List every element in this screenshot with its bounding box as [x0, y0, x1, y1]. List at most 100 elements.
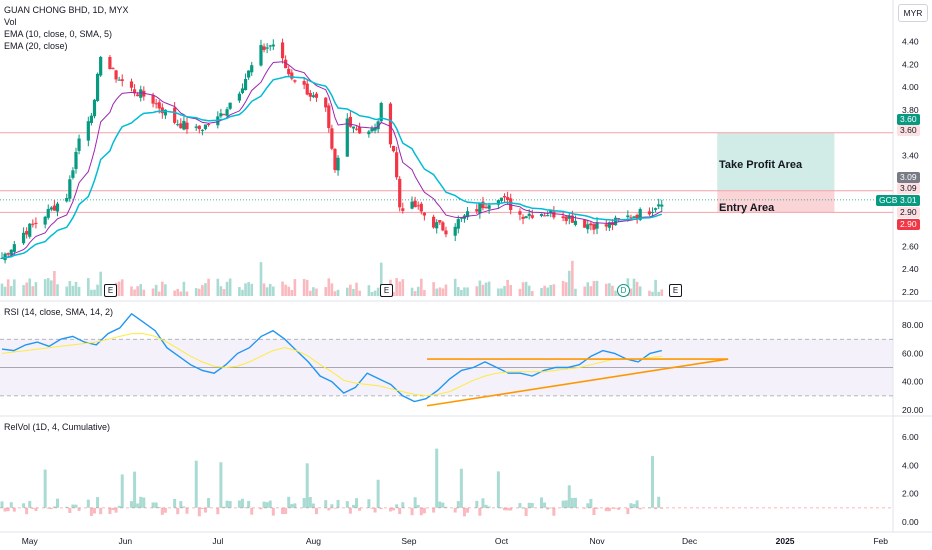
relvol-bar	[521, 507, 525, 509]
entry-zone	[717, 190, 835, 213]
candle-body	[305, 83, 309, 95]
candle-body	[539, 213, 544, 216]
volume-bar	[13, 279, 16, 296]
candle-body	[419, 203, 423, 212]
volume-bar	[130, 286, 133, 296]
volume-bar	[225, 281, 229, 296]
relvol-bar	[28, 500, 32, 508]
relvol-bar	[444, 506, 448, 508]
time-tick-label-7: Dec	[682, 536, 698, 546]
relvol-bar	[52, 506, 56, 508]
price-tag-entry-top-level: 3.09	[897, 183, 920, 194]
candle-body	[237, 93, 241, 101]
relvol-bar	[207, 497, 211, 508]
volume-bar	[435, 288, 439, 296]
time-tick-label-4: Sep	[401, 536, 416, 546]
volume-bar	[222, 289, 226, 296]
candle-body	[379, 103, 383, 122]
candle-body	[243, 78, 248, 91]
candle-body	[509, 198, 513, 210]
candle-body	[179, 123, 183, 129]
candle-body	[173, 107, 177, 123]
relvol-bar	[111, 507, 115, 511]
relvol-bar	[179, 501, 183, 508]
volume-bar	[552, 284, 556, 296]
relvol-bar	[203, 507, 207, 513]
relvol-bar	[265, 502, 269, 508]
candle-body	[74, 152, 78, 169]
candle-body	[617, 218, 621, 220]
candle-body	[129, 81, 134, 88]
time-tick-label-8: 2025	[776, 536, 795, 546]
relvol-bar	[524, 507, 528, 516]
volume-bar	[43, 279, 47, 296]
relvol-bar	[314, 507, 318, 515]
volume-bar	[497, 288, 500, 296]
relvol-bar	[324, 500, 328, 508]
candle-body	[592, 224, 596, 230]
relvol-bar	[12, 507, 16, 512]
candle-body	[151, 94, 155, 104]
relvol-bar	[31, 507, 35, 509]
candle-body	[259, 44, 263, 66]
relvol-bar	[244, 507, 248, 509]
relvol-bar	[142, 497, 146, 508]
relvol-bar	[225, 500, 229, 508]
relvol-bar	[660, 507, 664, 509]
volume-bar	[463, 287, 466, 296]
volume-bar	[376, 287, 380, 296]
relvol-bar	[583, 507, 587, 509]
relvol-bar	[549, 507, 553, 509]
volume-bar	[567, 270, 571, 296]
candle-body	[647, 211, 652, 215]
volume-bar	[154, 284, 158, 296]
relvol-tick-label-1: 4.00	[902, 460, 919, 470]
volume-bar	[518, 288, 522, 296]
relvol-bar	[348, 507, 352, 514]
volume-bar	[604, 283, 608, 296]
relvol-bar	[453, 507, 457, 513]
candle-body	[43, 216, 47, 225]
candle-body	[203, 124, 208, 130]
candle-body	[163, 109, 168, 116]
earnings-marker-nov[interactable]: E	[669, 284, 682, 297]
volume-bar	[416, 286, 420, 296]
relvol-bar	[496, 471, 500, 508]
earnings-marker-may[interactable]: E	[104, 284, 117, 297]
relvol-bar	[96, 497, 100, 508]
relvol-bar	[379, 507, 383, 510]
candle-body	[287, 68, 291, 75]
candle-body	[475, 209, 479, 212]
volume-bar	[660, 289, 664, 296]
relvol-bar	[157, 506, 161, 508]
earnings-marker-aug[interactable]: E	[380, 284, 393, 297]
candle-body	[302, 81, 306, 85]
candle-body	[139, 89, 143, 98]
volume-bar	[315, 288, 318, 296]
relvol-bar	[290, 504, 294, 508]
candle-body	[635, 214, 639, 219]
ema20-label: EMA (20, close)	[4, 41, 68, 51]
volume-bar	[142, 289, 146, 296]
volume-bar	[272, 286, 275, 296]
candle-body	[68, 179, 72, 199]
relvol-bar	[284, 507, 288, 514]
volume-bar	[370, 291, 374, 296]
candle-body	[314, 93, 319, 98]
currency-button[interactable]: MYR	[898, 4, 928, 22]
relvol-bar	[422, 507, 426, 514]
volume-bar	[182, 281, 186, 296]
candle-body	[453, 226, 457, 236]
dividend-marker[interactable]: D	[617, 284, 630, 297]
candle-body	[613, 217, 618, 226]
candle-body	[92, 99, 97, 117]
candle-body	[650, 211, 655, 213]
volume-bar	[74, 281, 78, 296]
volume-bar	[133, 289, 136, 296]
candle-body	[524, 216, 528, 219]
volume-bar	[327, 278, 331, 296]
candle-body	[0, 257, 4, 259]
relvol-bar	[333, 507, 337, 509]
volume-bar	[530, 291, 534, 296]
